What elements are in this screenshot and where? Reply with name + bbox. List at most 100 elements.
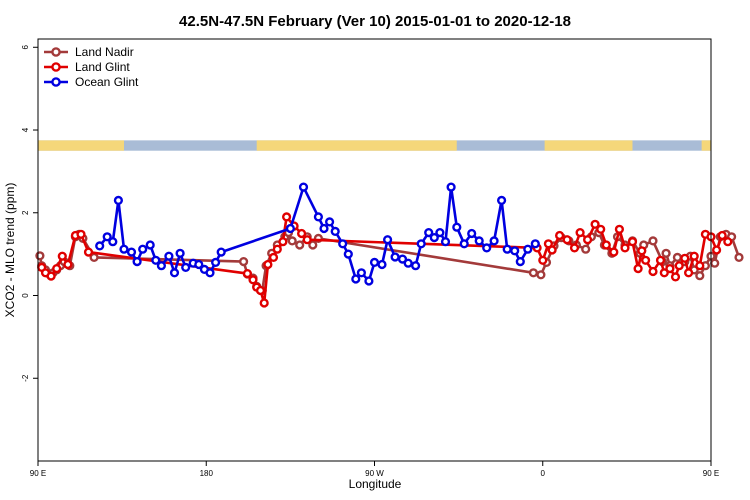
data-point: [416, 239, 426, 249]
data-point: [665, 264, 675, 274]
data-point: [640, 255, 651, 265]
data-point: [659, 268, 669, 278]
legend-swatch-marker: [51, 77, 61, 87]
data-point: [502, 244, 512, 254]
series-ocean-glint: [95, 182, 540, 286]
data-point: [83, 247, 94, 257]
data-point: [239, 257, 249, 267]
data-point: [648, 236, 658, 246]
y-tick-label: 0: [21, 293, 30, 298]
data-point: [205, 268, 215, 278]
data-point: [164, 251, 174, 261]
data-point: [268, 252, 279, 263]
data-point: [515, 257, 525, 267]
data-point: [582, 235, 593, 245]
data-point: [614, 224, 625, 234]
legend-label: Land Glint: [75, 60, 130, 74]
data-point: [263, 259, 273, 270]
data-point: [530, 239, 540, 249]
data-point: [282, 212, 292, 222]
data-point: [633, 264, 643, 274]
data-point: [538, 255, 548, 265]
data-point: [683, 268, 694, 278]
data-point: [711, 245, 722, 255]
data-point: [126, 247, 137, 257]
data-point: [482, 243, 492, 253]
data-point: [175, 248, 185, 258]
x-tick-label: 0: [541, 469, 546, 478]
data-point: [661, 248, 671, 258]
data-point: [302, 235, 312, 245]
data-point: [446, 182, 456, 192]
data-point: [452, 222, 462, 232]
data-point: [138, 244, 148, 254]
data-point: [648, 266, 658, 277]
data-point: [308, 240, 318, 250]
data-point: [672, 252, 683, 263]
x-tick-label: 90 E: [703, 469, 719, 478]
data-point: [695, 261, 705, 271]
legend-swatch-marker: [51, 47, 61, 57]
data-point: [689, 251, 699, 261]
data-point: [377, 259, 387, 270]
data-point: [536, 270, 546, 280]
data-point: [285, 223, 296, 234]
data-point: [242, 269, 253, 279]
data-point: [194, 259, 204, 270]
data-point: [63, 259, 73, 270]
y-axis-label: XCO2 - MLO trend (ppm): [3, 183, 17, 318]
data-point: [637, 246, 647, 256]
data-point: [655, 255, 666, 265]
data-point: [723, 237, 733, 247]
data-point: [620, 243, 630, 253]
y-tick-label: -2: [21, 374, 30, 382]
data-point: [295, 240, 305, 250]
y-axis: -2 0 2 4 6: [21, 45, 38, 382]
data-point: [596, 224, 606, 234]
data-point: [547, 245, 557, 255]
series-line: [40, 215, 729, 305]
data-point: [674, 261, 684, 271]
data-point: [364, 276, 374, 286]
data-point: [369, 257, 380, 268]
x-tick-label: 180: [200, 469, 214, 478]
legend-swatch-marker: [51, 62, 61, 72]
data-point: [95, 241, 105, 251]
data-point: [325, 217, 335, 227]
data-point: [313, 212, 324, 222]
data-point: [497, 195, 507, 206]
data-point: [435, 228, 445, 238]
land-band-segment: [38, 140, 124, 151]
legend-item: Ocean Glint: [44, 75, 139, 89]
data-point: [298, 182, 309, 192]
data-point: [169, 268, 180, 278]
legend-label: Land Nadir: [75, 45, 134, 59]
data-point: [390, 252, 400, 262]
data-point: [145, 240, 155, 250]
data-point: [424, 228, 434, 238]
data-point: [156, 261, 167, 271]
x-axis-label: Longitude: [349, 477, 402, 491]
data-point: [397, 254, 408, 264]
data-point: [523, 244, 533, 254]
data-point: [343, 249, 353, 259]
data-point: [259, 298, 269, 308]
data-point: [403, 258, 413, 268]
data-point: [248, 275, 258, 285]
data-point: [734, 252, 744, 263]
data-point: [590, 219, 600, 229]
data-point: [356, 268, 367, 278]
data-point: [119, 244, 129, 254]
data-point: [57, 251, 67, 261]
data-point: [543, 239, 554, 249]
data-point: [216, 247, 226, 257]
data-point: [211, 257, 221, 268]
data-point: [601, 240, 611, 250]
data-point: [670, 272, 681, 282]
land-band-segment: [256, 140, 457, 151]
data-point: [510, 246, 520, 256]
data-point: [351, 274, 361, 284]
data-point: [575, 228, 585, 238]
data-point: [528, 268, 539, 278]
data-point: [108, 237, 118, 247]
